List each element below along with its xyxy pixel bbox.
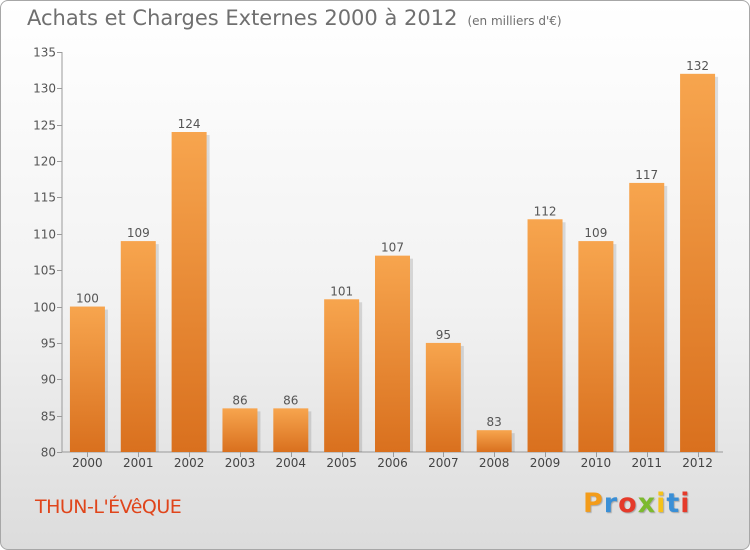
- x-tick-label: 2012: [682, 456, 713, 470]
- y-tick-label: 95: [41, 337, 56, 351]
- y-tick-label: 125: [33, 119, 56, 133]
- y-tick-label: 120: [33, 155, 56, 169]
- bar-value-label: 86: [232, 393, 247, 407]
- bar: [476, 430, 512, 452]
- logo-letter: t: [666, 488, 681, 519]
- chart-title-text: Achats et Charges Externes 2000 à 2012: [27, 6, 458, 30]
- x-tick-label: 2010: [581, 456, 612, 470]
- logo-letter: o: [618, 488, 638, 519]
- chart-title: Achats et Charges Externes 2000 à 2012 (e…: [27, 6, 562, 30]
- y-tick-label: 115: [33, 191, 56, 205]
- x-tick-label: 2002: [174, 456, 205, 470]
- logo-letter: P: [583, 488, 604, 519]
- logo-letter: i: [656, 488, 667, 519]
- bar: [273, 408, 309, 452]
- bar-value-label: 124: [178, 117, 201, 131]
- bar-value-label: 101: [330, 284, 353, 298]
- bar: [120, 241, 156, 452]
- bar-value-label: 109: [584, 226, 607, 240]
- bar: [69, 306, 105, 452]
- bar: [222, 408, 258, 452]
- x-tick-label: 2004: [276, 456, 307, 470]
- bar-value-label: 112: [534, 204, 557, 218]
- bar: [629, 182, 665, 452]
- bar: [324, 299, 360, 452]
- y-tick-label: 105: [33, 264, 56, 278]
- logo-letter: x: [637, 488, 657, 519]
- y-tick-label: 130: [33, 82, 56, 96]
- x-tick-label: 2007: [428, 456, 459, 470]
- bar-value-label: 95: [436, 328, 451, 342]
- y-tick-label: 135: [33, 46, 56, 60]
- bar: [680, 73, 716, 453]
- bar: [425, 342, 461, 452]
- bar-value-label: 83: [487, 415, 502, 429]
- bar-value-label: 109: [127, 226, 150, 240]
- proxiti-logo[interactable]: Proxiti: [583, 488, 691, 519]
- y-tick-label: 85: [41, 410, 56, 424]
- x-tick-label: 2008: [479, 456, 510, 470]
- x-tick-label: 2001: [123, 456, 154, 470]
- chart-unit: (en milliers d'€): [467, 14, 562, 28]
- logo-letter: i: [680, 488, 691, 519]
- bar: [527, 219, 563, 452]
- x-tick-label: 2005: [326, 456, 357, 470]
- x-tick-label: 2009: [530, 456, 561, 470]
- bar-value-label: 100: [76, 292, 99, 306]
- y-tick-label: 80: [41, 446, 56, 460]
- bar-value-label: 117: [635, 168, 658, 182]
- bar-value-label: 86: [283, 393, 298, 407]
- bar-value-label: 132: [686, 59, 709, 73]
- bar-value-label: 107: [381, 241, 404, 255]
- place-name: THUN-L'ÉVêQUE: [35, 496, 182, 518]
- bar: [171, 132, 207, 452]
- bar: [375, 255, 410, 452]
- x-tick-label: 2003: [225, 456, 256, 470]
- logo-letter: r: [603, 488, 619, 519]
- x-tick-label: 2011: [631, 456, 662, 470]
- y-tick-label: 90: [41, 373, 56, 387]
- bar: [578, 241, 614, 452]
- x-tick-label: 2000: [72, 456, 103, 470]
- y-tick-label: 110: [33, 228, 56, 242]
- x-tick-label: 2006: [377, 456, 408, 470]
- y-tick-label: 100: [33, 301, 56, 315]
